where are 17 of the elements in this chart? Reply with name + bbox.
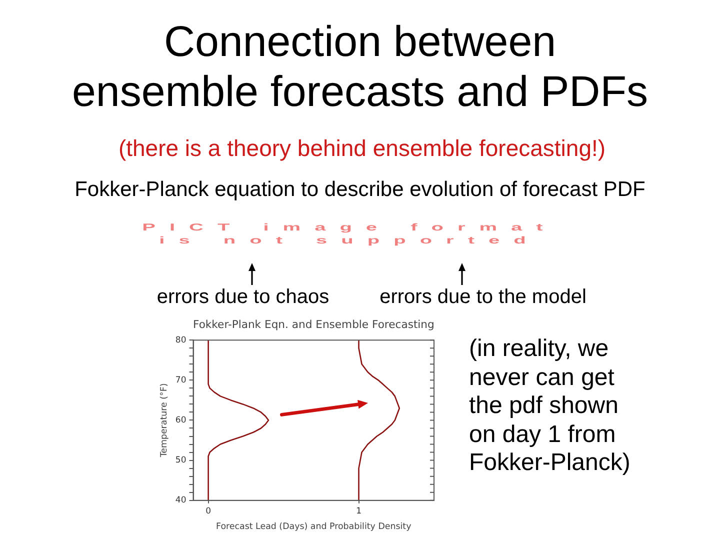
y-tick-label: 50: [175, 456, 186, 466]
chart-subtitle: (there is a theory behind ensemble forecasting!): [117, 135, 607, 162]
text: PICT image format is not supported: [141, 221, 558, 247]
x-axis-title: Forecast Lead (Days) and Probability Density: [216, 522, 412, 532]
y-tick-label: 60: [175, 415, 186, 426]
y-tick-label: 70: [175, 375, 186, 386]
y-tick-label: 80: [175, 335, 186, 346]
text: errors due to chaos: [156, 286, 330, 309]
text: (in reality, we never can get the pdf shown on day 1 from Fokker-Planck): [469, 335, 632, 478]
text: Fokker-Planck equation to describe evolution of forecast PDF: [74, 178, 646, 202]
y-tick-label: 40: [175, 496, 186, 506]
chart-title: Connection between ensemble forecasts and PDFs: [71, 17, 649, 117]
y-axis-title: Temperature (°F): [159, 383, 170, 458]
x-tick-label: 0: [206, 506, 212, 517]
text: Fokker-Plank Eqn. and Ensemble Forecasting: [193, 318, 436, 331]
x-tick-label: 1: [356, 506, 362, 517]
text: errors due to the model: [378, 286, 588, 309]
